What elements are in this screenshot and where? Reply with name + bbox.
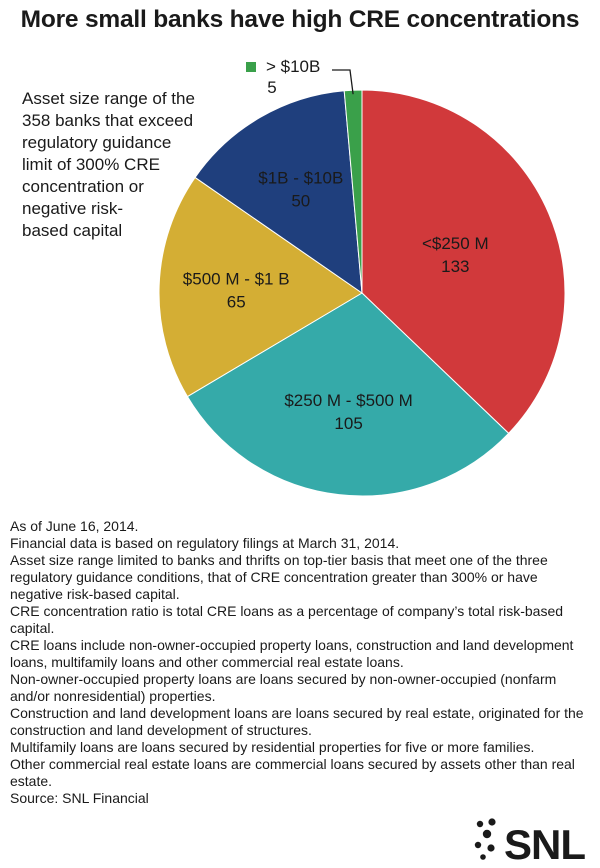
description-line: 358 banks that exceed	[22, 111, 194, 130]
footnote: Asset size range limited to banks and th…	[10, 552, 548, 602]
slice-label: > $10B	[266, 57, 320, 76]
pie-slice	[194, 90, 363, 295]
slice-label: $1B - $10B	[258, 169, 343, 188]
slice-label: $250 M - $500 M	[284, 391, 413, 410]
slice-label-marker	[246, 62, 256, 72]
slice-value: 133	[441, 257, 469, 276]
footnote: Multifamily loans are loans secured by r…	[10, 739, 535, 755]
description-line: regulatory guidance	[22, 133, 172, 152]
slice-label: $500 M - $1 B	[183, 270, 290, 289]
leader-line	[332, 69, 354, 95]
footnote: CRE concentration ratio is total CRE loa…	[10, 603, 564, 636]
snl-logo: SNL	[474, 818, 586, 864]
description-line: based capital	[22, 221, 123, 240]
footnote: Construction and land development loans …	[10, 705, 584, 738]
slice-label: <$250 M	[422, 234, 489, 253]
slice-value: 65	[227, 293, 246, 312]
slice-value: 105	[334, 414, 362, 433]
chart-description: Asset size range of the 358 banks that e…	[22, 88, 222, 242]
pie-slice	[186, 292, 510, 497]
slice-value: 5	[267, 78, 276, 97]
description-line: concentration or	[22, 177, 144, 196]
chart-title: More small banks have high CRE concentra…	[20, 6, 580, 33]
pie-chart: <$250 M 133 $250 M - $500 M 105 $500 M - $1 …	[158, 57, 566, 497]
pie-slice	[361, 89, 566, 435]
footnote: Non-owner-occupied property loans are lo…	[10, 671, 557, 704]
footnotes: As of June 16, 2014. Financial data is b…	[10, 518, 590, 807]
pie-slice	[158, 176, 363, 398]
footnote: Other commercial real estate loans are c…	[10, 756, 575, 789]
footnote: As of June 16, 2014.	[10, 518, 139, 534]
description-line: limit of 300% CRE	[22, 155, 160, 174]
logo-text: SNL	[504, 821, 585, 864]
description-line: Asset size range of the	[22, 89, 195, 108]
footnote: Financial data is based on regulatory fi…	[10, 535, 400, 551]
logo-dots-icon	[474, 818, 496, 860]
footnote: CRE loans include non-owner-occupied pro…	[10, 637, 574, 670]
source-note: Source: SNL Financial	[10, 790, 149, 806]
slice-value: 50	[291, 192, 310, 211]
description-line: negative risk-	[22, 199, 124, 218]
